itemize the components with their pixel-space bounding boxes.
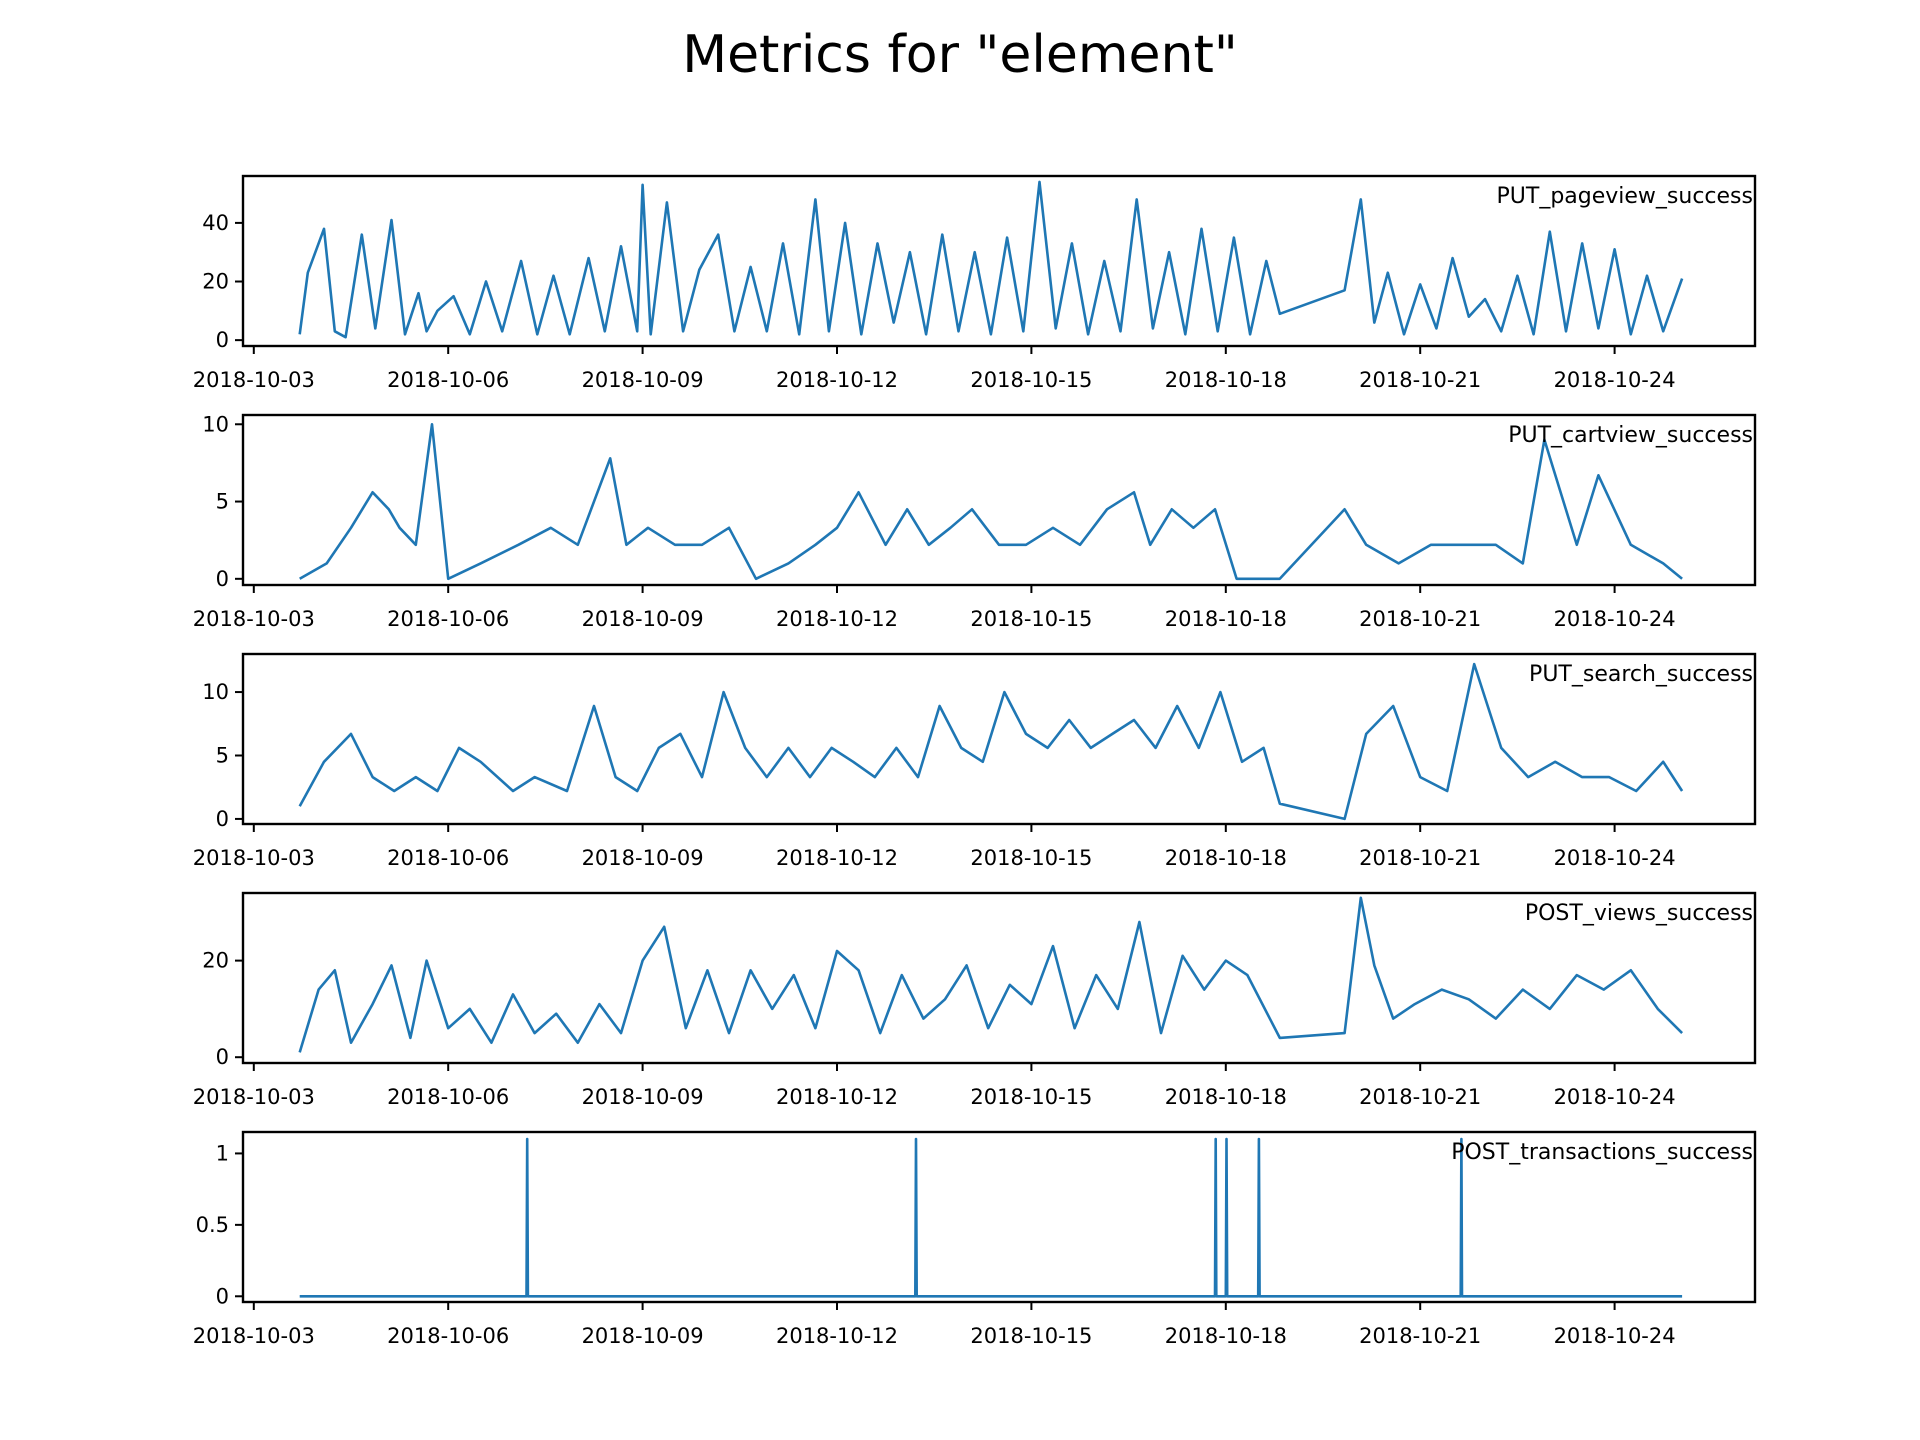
x-tick-label-1-3: 2018-10-12 (776, 368, 898, 392)
y-tick-label-1-2: 40 (202, 211, 229, 235)
y-tick-label-3-1: 5 (216, 743, 229, 767)
y-tick-label-5-2: 1 (216, 1141, 229, 1165)
x-tick-label-5-5: 2018-10-18 (1165, 1324, 1287, 1348)
x-tick-label-3-2: 2018-10-09 (582, 846, 704, 870)
x-tick-label-3-4: 2018-10-15 (970, 846, 1092, 870)
x-tick-label-1-6: 2018-10-21 (1359, 368, 1481, 392)
subplot-1: PUT_pageview_success 0 20 40 2018-10-03 2018-… (193, 174, 1757, 392)
axes-frame-5 (241, 1130, 1757, 1304)
x-tick-label-1-0: 2018-10-03 (193, 368, 315, 392)
panel-label-3: PUT_search_success (1529, 662, 1753, 687)
figure-title: Metrics for "element" (682, 25, 1238, 85)
subplots: PUT_pageview_success 0 20 40 2018-10-03 2018-… (193, 174, 1757, 1348)
axes-frame-2 (241, 413, 1757, 587)
subplot-3: PUT_search_success 0 5 10 2018-10-03 2018-10-… (193, 652, 1757, 870)
x-tick-label-3-6: 2018-10-21 (1359, 846, 1481, 870)
axes-frame-3 (241, 652, 1757, 826)
y-tick-label-4-0: 0 (216, 1045, 229, 1069)
x-tick-label-5-7: 2018-10-24 (1554, 1324, 1676, 1348)
y-tick-label-4-1: 20 (202, 949, 229, 973)
x-tick-label-4-0: 2018-10-03 (193, 1085, 315, 1109)
series-line-1 (298, 180, 1684, 339)
x-tick-label-2-7: 2018-10-24 (1554, 607, 1676, 631)
y-tick-label-1-1: 20 (202, 270, 229, 294)
series-line-3 (298, 662, 1684, 821)
x-tick-label-3-1: 2018-10-06 (387, 846, 509, 870)
x-tick-label-1-4: 2018-10-15 (970, 368, 1092, 392)
subplot-4: POST_views_success 0 20 2018-10-03 2018-10-0… (193, 891, 1757, 1109)
subplot-5: POST_transactions_success 0 0.5 1 2018-10-03… (193, 1130, 1757, 1348)
x-tick-label-4-4: 2018-10-15 (970, 1085, 1092, 1109)
x-tick-label-2-1: 2018-10-06 (387, 607, 509, 631)
y-tick-label-3-2: 10 (202, 680, 229, 704)
x-tick-label-2-4: 2018-10-15 (970, 607, 1092, 631)
x-tick-label-4-5: 2018-10-18 (1165, 1085, 1287, 1109)
axes-frame-1 (241, 174, 1757, 348)
panel-label-2: PUT_cartview_success (1508, 423, 1753, 448)
x-tick-label-4-7: 2018-10-24 (1554, 1085, 1676, 1109)
axes-frame-4 (241, 891, 1757, 1065)
x-tick-label-1-5: 2018-10-18 (1165, 368, 1287, 392)
x-tick-label-4-3: 2018-10-12 (776, 1085, 898, 1109)
x-tick-label-1-2: 2018-10-09 (582, 368, 704, 392)
x-tick-label-3-3: 2018-10-12 (776, 846, 898, 870)
x-tick-label-5-0: 2018-10-03 (193, 1324, 315, 1348)
panel-label-5: POST_transactions_success (1451, 1140, 1753, 1165)
x-tick-label-2-5: 2018-10-18 (1165, 607, 1287, 631)
y-tick-label-2-0: 0 (216, 567, 229, 591)
x-tick-label-4-1: 2018-10-06 (387, 1085, 509, 1109)
y-tick-label-5-1: 0.5 (196, 1213, 229, 1237)
y-tick-label-5-0: 0 (216, 1284, 229, 1308)
x-tick-label-2-3: 2018-10-12 (776, 607, 898, 631)
x-tick-label-5-4: 2018-10-15 (970, 1324, 1092, 1348)
x-tick-label-3-7: 2018-10-24 (1554, 846, 1676, 870)
x-tick-label-1-1: 2018-10-06 (387, 368, 509, 392)
series-line-5 (299, 1137, 1683, 1298)
x-tick-label-5-1: 2018-10-06 (387, 1324, 509, 1348)
x-tick-label-4-6: 2018-10-21 (1359, 1085, 1481, 1109)
x-tick-label-1-7: 2018-10-24 (1554, 368, 1676, 392)
x-tick-label-2-2: 2018-10-09 (582, 607, 704, 631)
panel-label-4: POST_views_success (1525, 901, 1753, 926)
x-tick-label-3-0: 2018-10-03 (193, 846, 315, 870)
x-tick-label-3-5: 2018-10-18 (1165, 846, 1287, 870)
series-line-4 (298, 896, 1684, 1053)
x-tick-label-5-6: 2018-10-21 (1359, 1324, 1481, 1348)
y-tick-label-2-2: 10 (202, 412, 229, 436)
x-tick-label-5-3: 2018-10-12 (776, 1324, 898, 1348)
subplot-2: PUT_cartview_success 0 5 10 2018-10-03 2018-1… (193, 412, 1757, 631)
y-tick-label-1-0: 0 (216, 328, 229, 352)
x-tick-label-2-6: 2018-10-21 (1359, 607, 1481, 631)
y-tick-label-3-0: 0 (216, 807, 229, 831)
x-tick-label-2-0: 2018-10-03 (193, 607, 315, 631)
y-tick-label-2-1: 5 (216, 490, 229, 514)
series-line-2 (299, 422, 1683, 581)
panel-label-1: PUT_pageview_success (1497, 184, 1753, 209)
x-tick-label-5-2: 2018-10-09 (582, 1324, 704, 1348)
x-tick-label-4-2: 2018-10-09 (582, 1085, 704, 1109)
